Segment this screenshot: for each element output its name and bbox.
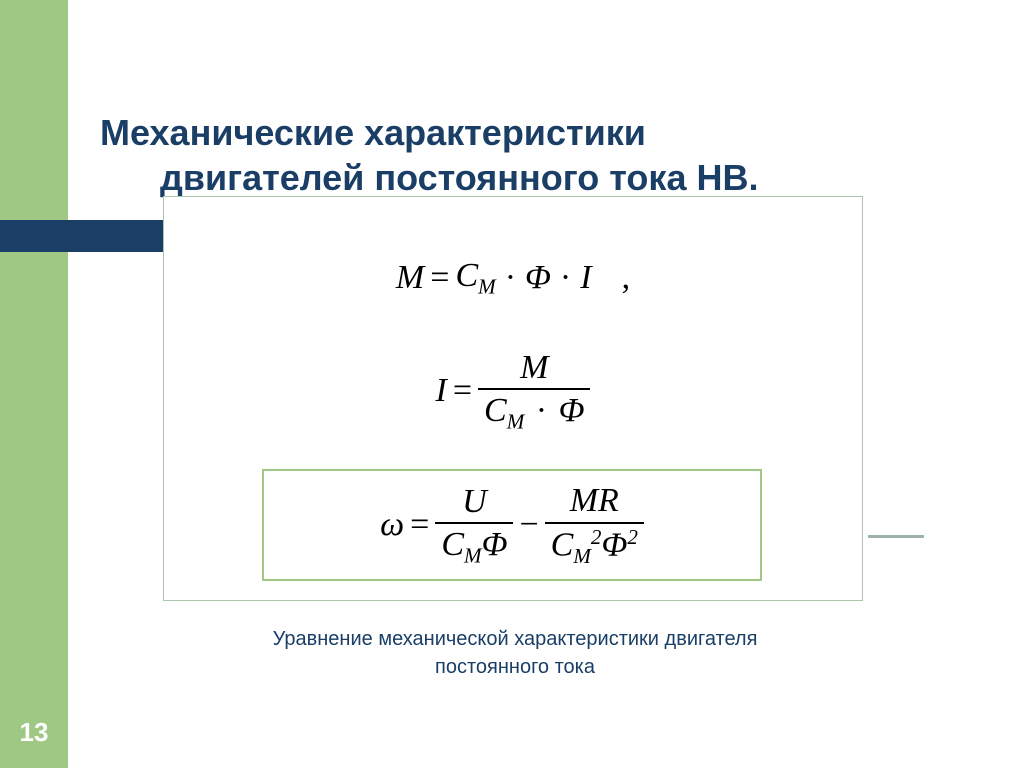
accent-pill xyxy=(0,220,190,252)
dot-icon: · xyxy=(557,259,574,297)
slide-number: 13 xyxy=(0,717,68,748)
slide-title: Механические характеристики двигателей п… xyxy=(100,110,960,200)
caption-line1: Уравнение механической характеристики дв… xyxy=(273,628,758,650)
minus-sign: − xyxy=(519,506,538,544)
equals-sign: = xyxy=(430,259,449,297)
caption-line2: постоянного тока xyxy=(435,656,595,678)
eq3-lhs: ω xyxy=(380,506,404,544)
eq2-lhs: I xyxy=(436,372,447,410)
eq2-fraction: M CМ · Φ xyxy=(478,349,590,434)
dot-icon: · xyxy=(502,259,519,297)
caption-text: Уравнение механической характеристики дв… xyxy=(170,625,860,681)
eq1-C: CМ xyxy=(455,257,495,299)
equation-current: I = M CМ · Φ xyxy=(164,349,862,434)
sidebar-green xyxy=(0,0,68,768)
eq3-term1: U CМΦ xyxy=(435,483,513,568)
equation-torque: M = CМ · Φ · I , xyxy=(164,257,862,299)
eq3-term2: MR CМ2Φ2 xyxy=(545,482,644,568)
eq1-I: I xyxy=(580,259,591,297)
eq1-comma: , xyxy=(622,259,631,297)
formula-container: M = CМ · Φ · I , I = M CМ · Φ xyxy=(163,196,863,601)
eq1-lhs: M xyxy=(396,259,424,297)
equals-sign: = xyxy=(453,372,472,410)
title-line2: двигателей постоянного тока НВ. xyxy=(100,155,960,200)
title-line1: Механические характеристики xyxy=(100,112,646,153)
eq1-Phi: Φ xyxy=(525,259,551,297)
equation-omega-highlight: ω = U CМΦ − MR CМ2Φ2 xyxy=(262,469,762,581)
dash-accent xyxy=(868,535,924,538)
equals-sign: = xyxy=(410,506,429,544)
